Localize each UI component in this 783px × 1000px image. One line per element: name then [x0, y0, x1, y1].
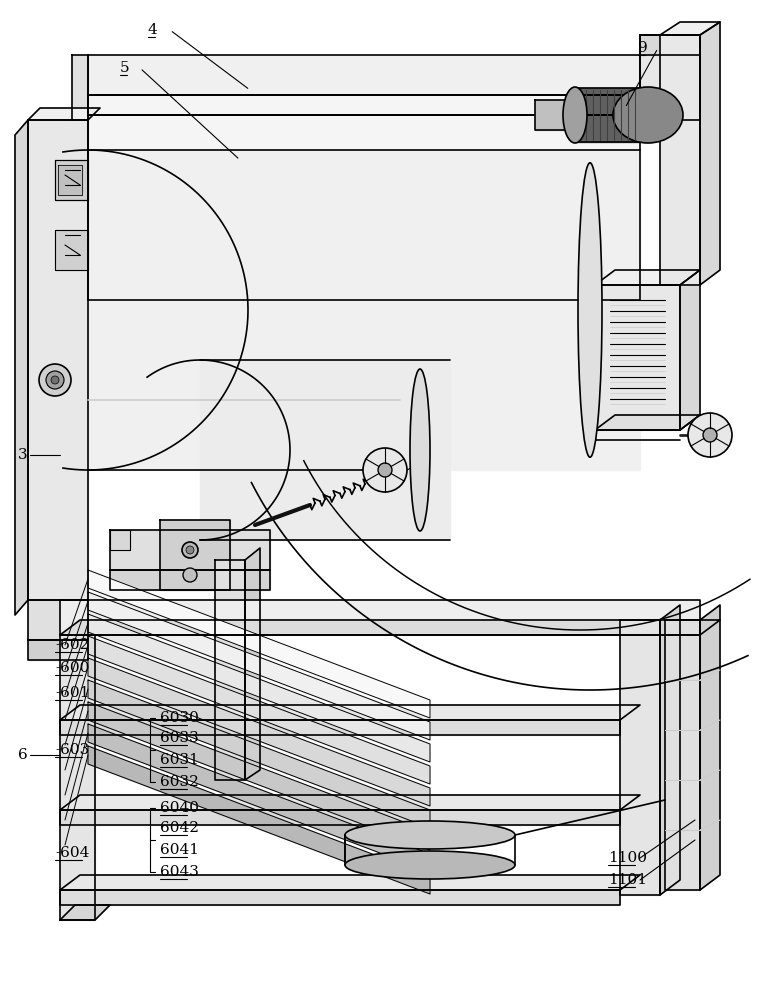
Circle shape [46, 371, 64, 389]
Ellipse shape [345, 851, 515, 879]
Polygon shape [60, 600, 700, 635]
Ellipse shape [578, 163, 602, 457]
Polygon shape [88, 592, 430, 740]
Text: -601: -601 [55, 686, 89, 700]
Text: 6042: 6042 [160, 821, 199, 835]
Ellipse shape [345, 821, 515, 849]
Polygon shape [595, 285, 680, 430]
Text: 6040: 6040 [160, 801, 199, 815]
Polygon shape [60, 620, 720, 635]
Circle shape [51, 376, 59, 384]
Polygon shape [200, 360, 450, 540]
Polygon shape [60, 635, 95, 920]
Polygon shape [60, 705, 640, 720]
Polygon shape [535, 100, 575, 130]
Text: 5: 5 [120, 61, 130, 75]
Polygon shape [55, 230, 88, 270]
Polygon shape [88, 746, 430, 894]
Text: 1100: 1100 [608, 851, 647, 865]
Text: 6033: 6033 [160, 731, 199, 745]
Circle shape [183, 568, 197, 582]
Polygon shape [60, 795, 640, 810]
Polygon shape [88, 55, 640, 95]
Text: 4: 4 [148, 23, 157, 37]
Text: 6043: 6043 [160, 865, 199, 879]
Polygon shape [595, 415, 700, 430]
Polygon shape [110, 530, 130, 550]
Circle shape [39, 364, 71, 396]
Text: -602: -602 [55, 638, 89, 652]
Polygon shape [72, 55, 88, 120]
Ellipse shape [563, 87, 587, 143]
Polygon shape [88, 115, 640, 300]
Circle shape [182, 542, 198, 558]
Circle shape [703, 428, 717, 442]
Polygon shape [660, 605, 680, 895]
Polygon shape [28, 640, 88, 660]
Polygon shape [660, 22, 720, 35]
Polygon shape [88, 658, 430, 806]
Polygon shape [60, 905, 110, 920]
Polygon shape [58, 165, 82, 195]
Polygon shape [620, 620, 660, 895]
Circle shape [186, 546, 194, 554]
Polygon shape [88, 680, 430, 828]
Polygon shape [55, 160, 88, 200]
Polygon shape [595, 270, 700, 285]
Polygon shape [60, 875, 640, 890]
Text: 1101: 1101 [608, 873, 647, 887]
Text: 6030: 6030 [160, 711, 199, 725]
Polygon shape [88, 702, 430, 850]
Polygon shape [88, 724, 430, 872]
Polygon shape [700, 22, 720, 285]
Ellipse shape [410, 369, 430, 531]
Polygon shape [245, 548, 260, 780]
Polygon shape [88, 150, 640, 470]
Polygon shape [680, 270, 700, 430]
Polygon shape [60, 890, 620, 905]
Polygon shape [640, 35, 700, 55]
Polygon shape [110, 530, 270, 570]
Text: -604: -604 [55, 846, 89, 860]
Polygon shape [575, 88, 640, 142]
Polygon shape [700, 605, 720, 890]
Polygon shape [60, 720, 620, 735]
Ellipse shape [613, 87, 683, 143]
Text: 3: 3 [18, 448, 27, 462]
Text: 6032: 6032 [160, 775, 199, 789]
Circle shape [688, 413, 732, 457]
Circle shape [378, 463, 392, 477]
Text: 6041: 6041 [160, 843, 199, 857]
Polygon shape [28, 108, 100, 120]
Polygon shape [88, 95, 640, 115]
Circle shape [363, 448, 407, 492]
Polygon shape [88, 95, 640, 115]
Polygon shape [15, 120, 28, 615]
Polygon shape [88, 636, 430, 784]
Polygon shape [640, 35, 700, 120]
Polygon shape [88, 614, 430, 762]
Text: 9: 9 [638, 41, 648, 55]
Polygon shape [665, 620, 700, 890]
Text: 6031: 6031 [160, 753, 199, 767]
Polygon shape [28, 120, 88, 600]
Polygon shape [28, 600, 88, 640]
Text: 6: 6 [18, 748, 27, 762]
Polygon shape [88, 570, 430, 718]
Polygon shape [660, 35, 700, 285]
Polygon shape [60, 810, 620, 825]
Text: -603: -603 [55, 743, 89, 757]
Text: -600: -600 [55, 661, 89, 675]
Polygon shape [160, 520, 230, 590]
Polygon shape [215, 560, 245, 780]
Polygon shape [110, 570, 270, 590]
